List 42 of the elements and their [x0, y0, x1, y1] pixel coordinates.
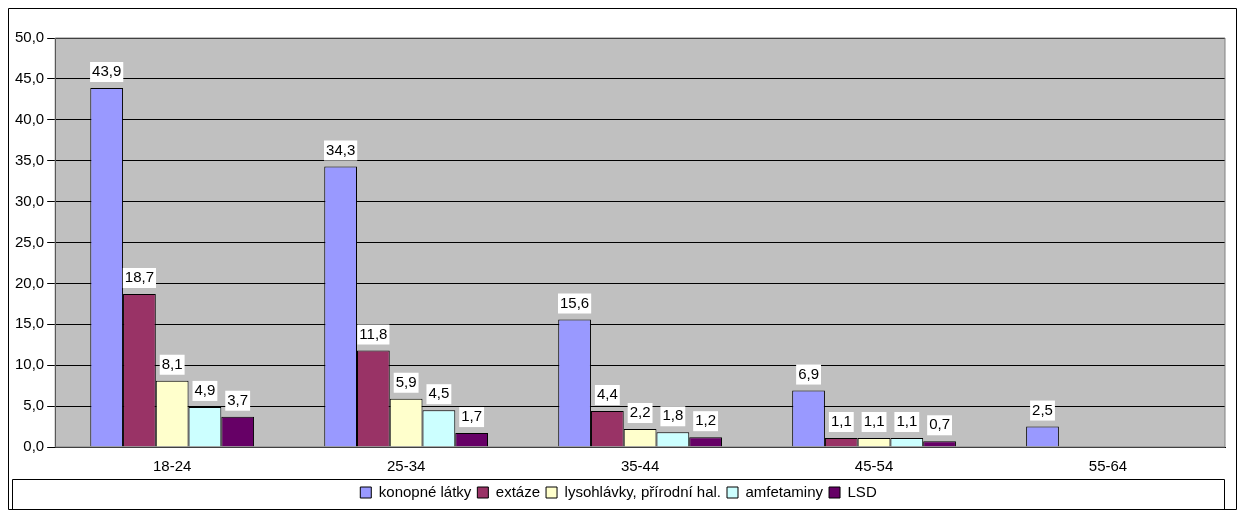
data-label: 4,9: [194, 381, 216, 399]
data-label: 6,9: [798, 364, 819, 382]
data-label: 1,1: [830, 412, 852, 430]
x-tick-label: 35-44: [620, 457, 660, 475]
data-label: 18,7: [124, 268, 155, 286]
y-tick-label: 45,0: [14, 69, 45, 87]
legend-label: lysohlávky, přírodní hal.: [564, 482, 722, 500]
y-tick-label: 10,0: [14, 355, 45, 373]
legend-label: extáze: [495, 482, 541, 500]
x-tick-label: 45-54: [854, 457, 894, 475]
y-tick-label: 5,0: [23, 396, 45, 414]
data-label: 1,7: [461, 407, 483, 425]
data-label: 4,4: [596, 385, 618, 403]
data-label: 0,7: [929, 415, 950, 433]
data-label: 2,2: [629, 403, 651, 421]
y-tick-label: 15,0: [14, 314, 45, 332]
y-tick-label: 20,0: [14, 273, 45, 291]
x-tick-label: 18-24: [152, 457, 192, 475]
y-tick-label: 40,0: [14, 109, 45, 127]
legend-label: konopné látky: [378, 482, 472, 500]
data-label: 5,9: [395, 372, 417, 390]
data-label: 1,8: [662, 406, 684, 424]
y-tick-label: 35,0: [14, 150, 45, 168]
x-tick-label: 25-34: [386, 457, 426, 475]
data-label: 1,1: [896, 412, 918, 430]
legend-label: amfetaminy: [745, 482, 824, 500]
y-tick-label: 0,0: [23, 437, 45, 455]
y-tick-label: 25,0: [14, 232, 45, 250]
data-label: 34,3: [326, 140, 356, 158]
data-label: 1,1: [863, 412, 885, 430]
data-label: 15,6: [559, 293, 590, 311]
data-label: 8,1: [161, 354, 183, 372]
data-label: 43,9: [92, 62, 122, 80]
y-tick-label: 30,0: [14, 191, 45, 209]
y-tick-label: 50,0: [14, 28, 45, 46]
data-label: 3,7: [227, 390, 249, 408]
data-label: 1,2: [695, 411, 717, 429]
data-label: 4,5: [428, 384, 450, 402]
legend-label: LSD: [847, 482, 877, 500]
data-label: 2,5: [1032, 400, 1053, 418]
x-tick-label: 55-64: [1088, 457, 1128, 475]
data-label: 11,8: [359, 324, 388, 342]
